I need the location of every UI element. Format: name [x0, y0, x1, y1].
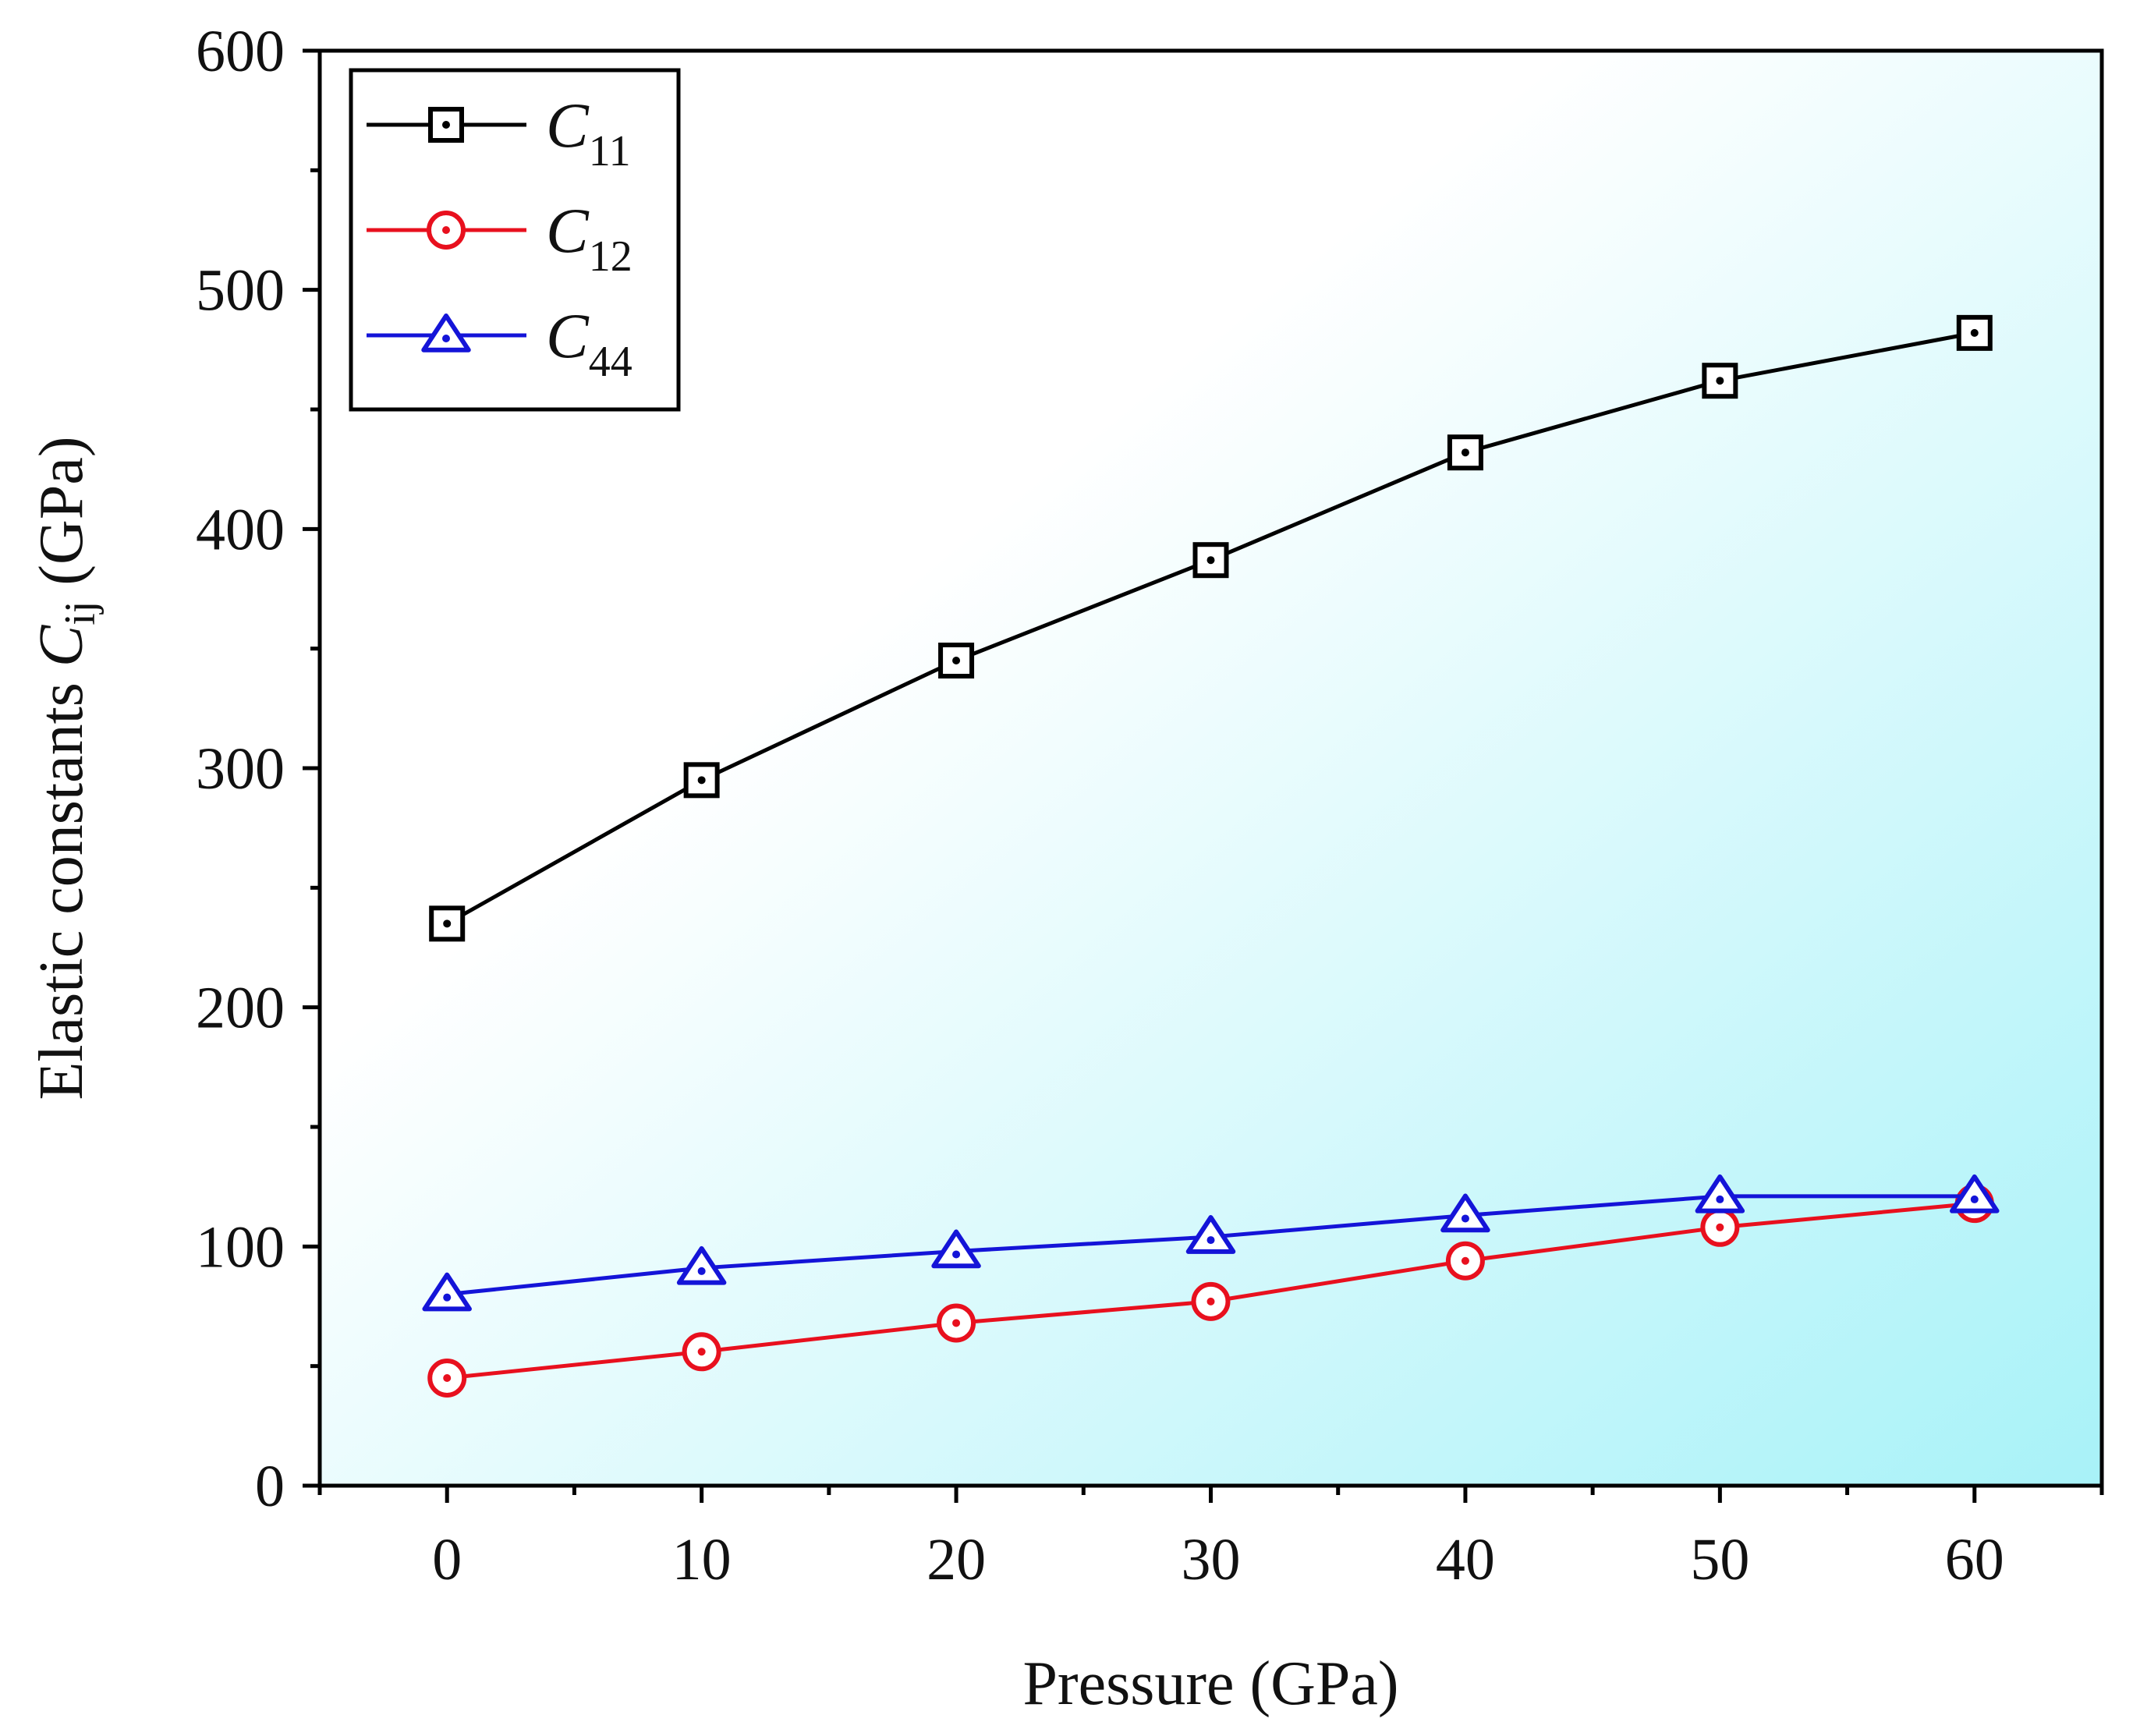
data-point — [1447, 434, 1483, 471]
triangle-marker-icon — [1440, 1193, 1490, 1233]
data-point — [1192, 542, 1229, 579]
x-tick-label: 0 — [432, 1527, 462, 1593]
y-axis-title-symbol: C — [27, 624, 96, 667]
legend-marker — [421, 314, 471, 353]
marker-center-dot — [697, 1267, 706, 1275]
series-C11 — [429, 314, 1993, 942]
square-marker-icon — [1956, 314, 1993, 351]
x-tick-label: 40 — [1436, 1527, 1495, 1593]
data-point — [427, 1359, 467, 1398]
legend-item-C12: C12 — [367, 195, 632, 281]
legend-label-symbol: C — [546, 300, 590, 371]
triangle-marker-icon — [676, 1245, 727, 1285]
plot-frame — [317, 48, 2104, 1488]
series-layer — [422, 314, 2000, 1398]
marker-center-dot — [1206, 1236, 1215, 1245]
data-point — [1950, 1174, 2000, 1213]
x-axis-title: Pressure (GPa) — [1022, 1649, 1398, 1718]
marker-center-dot — [1970, 1195, 1979, 1203]
y-axis-title: Elastic constants Cij (GPa) — [27, 437, 105, 1100]
marker-center-dot — [1461, 1214, 1469, 1223]
x-tick-label: 50 — [1690, 1527, 1749, 1593]
legend-label-subscript: 12 — [589, 232, 632, 281]
triangle-marker-icon — [1185, 1215, 1236, 1254]
x-tick-label: 60 — [1945, 1527, 2004, 1593]
triangle-marker-icon — [422, 1272, 472, 1312]
legend-label: C12 — [546, 195, 632, 281]
legend-label-symbol: C — [546, 90, 590, 161]
data-point — [683, 762, 720, 799]
legend-marker — [427, 211, 466, 250]
legend-marker — [428, 107, 464, 143]
x-tick-label: 20 — [927, 1527, 986, 1593]
data-point — [1956, 314, 1993, 351]
y-tick-label: 600 — [196, 19, 285, 84]
marker-center-dot — [697, 1348, 706, 1356]
marker-center-dot — [952, 657, 961, 664]
data-point — [1440, 1193, 1490, 1233]
legend-item-C11: C11 — [367, 90, 631, 175]
marker-center-dot — [1716, 1195, 1724, 1203]
data-point — [1702, 363, 1738, 399]
marker-center-dot — [1461, 1256, 1469, 1265]
marker-center-dot — [1206, 556, 1215, 565]
marker-center-dot — [1970, 328, 1979, 337]
data-point — [1700, 1207, 1740, 1247]
legend-label-subscript: 44 — [589, 338, 632, 386]
marker-center-dot — [1716, 377, 1724, 385]
y-tick-label: 400 — [196, 497, 285, 562]
y-tick-label: 200 — [196, 976, 285, 1041]
data-point — [422, 1272, 472, 1312]
marker-center-dot — [952, 1250, 961, 1259]
data-point — [938, 643, 975, 678]
marker-center-dot — [443, 1374, 452, 1382]
marker-center-dot — [443, 1293, 452, 1302]
x-tick-label: 30 — [1182, 1527, 1241, 1593]
marker-center-dot — [442, 226, 450, 234]
legend-label-symbol: C — [546, 195, 590, 266]
data-point — [931, 1229, 981, 1269]
marker-center-dot — [697, 776, 706, 785]
y-axis-title-subscript: ij — [56, 601, 105, 625]
y-axis-title-prefix: Elastic constants — [27, 667, 96, 1100]
legend-label: C11 — [546, 90, 631, 175]
triangle-marker-icon — [1695, 1174, 1745, 1213]
data-point — [1191, 1281, 1231, 1321]
y-tick-label: 100 — [196, 1214, 285, 1280]
data-point — [676, 1245, 727, 1285]
marker-center-dot — [1206, 1297, 1215, 1306]
marker-center-dot — [443, 919, 452, 928]
y-tick-label: 500 — [196, 258, 285, 324]
legend-label-subscript: 11 — [589, 127, 631, 175]
marker-center-dot — [442, 335, 450, 342]
y-tick-label: 0 — [255, 1454, 285, 1519]
triangle-marker-icon — [931, 1229, 981, 1269]
y-axis-title-suffix: (GPa) — [27, 437, 96, 601]
marker-center-dot — [952, 1319, 961, 1327]
data-point — [1445, 1241, 1485, 1281]
x-tick-label: 10 — [672, 1527, 732, 1593]
triangle-marker-icon — [421, 314, 471, 353]
data-point — [1695, 1174, 1745, 1213]
series-C44 — [422, 1174, 2000, 1312]
data-point — [429, 905, 466, 942]
marker-center-dot — [442, 121, 450, 129]
legend-label: C44 — [546, 300, 632, 386]
data-point — [1185, 1215, 1236, 1254]
triangle-marker-icon — [1950, 1174, 2000, 1213]
data-point — [682, 1332, 721, 1372]
marker-center-dot — [1716, 1223, 1724, 1231]
marker-center-dot — [1461, 448, 1469, 457]
data-point — [937, 1303, 976, 1343]
y-tick-label: 300 — [196, 736, 285, 802]
legend-item-C44: C44 — [367, 300, 632, 386]
